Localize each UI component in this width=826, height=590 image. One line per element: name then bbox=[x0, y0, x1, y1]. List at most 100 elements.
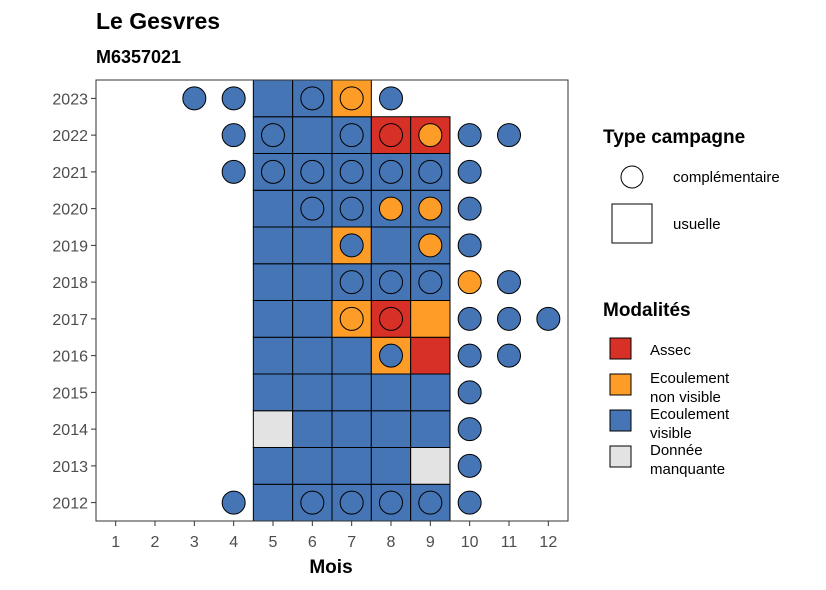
point-2022-10 bbox=[457, 123, 482, 148]
tile-2017-9 bbox=[410, 300, 451, 338]
point-2020-9 bbox=[418, 196, 443, 221]
tile-2018-9 bbox=[410, 263, 451, 301]
x-tick-label: 6 bbox=[308, 534, 317, 551]
y-tick-label: 2019 bbox=[52, 238, 88, 255]
point-2016-11 bbox=[497, 343, 521, 368]
point-2018-8 bbox=[379, 270, 403, 295]
x-tick-label: 1 bbox=[111, 534, 120, 551]
legend-label-0: Assec bbox=[650, 342, 691, 359]
point-2023-8 bbox=[379, 86, 403, 111]
x-tick-label: 5 bbox=[269, 534, 278, 551]
point-2012-9 bbox=[418, 490, 443, 515]
point-2023-3 bbox=[182, 86, 207, 111]
x-tick-label: 11 bbox=[501, 534, 518, 551]
tile-2015-6 bbox=[292, 373, 333, 412]
point-2019-7 bbox=[339, 233, 364, 258]
legend-circle-key bbox=[620, 165, 644, 189]
point-2021-9 bbox=[418, 159, 443, 184]
tile-2013-9 bbox=[410, 447, 451, 485]
plot-border bbox=[95, 79, 569, 522]
point-2018-9 bbox=[418, 270, 443, 295]
tile-2016-9 bbox=[410, 336, 451, 375]
tile-2016-7 bbox=[331, 336, 372, 375]
tile-2016-5 bbox=[252, 336, 294, 375]
tile-2013-7 bbox=[331, 447, 372, 485]
point-2022-5 bbox=[261, 123, 285, 148]
x-tick-label: 10 bbox=[461, 534, 479, 551]
x-tick-label: 12 bbox=[539, 534, 557, 551]
legend-key-2 bbox=[609, 409, 632, 432]
point-2022-11 bbox=[497, 123, 521, 148]
tile-2019-6 bbox=[292, 226, 333, 265]
tile-2014-8 bbox=[370, 410, 412, 448]
point-2012-7 bbox=[339, 490, 364, 515]
point-2017-11 bbox=[497, 306, 521, 331]
point-2023-4 bbox=[221, 86, 246, 111]
point-2018-11 bbox=[497, 270, 521, 295]
point-2018-7 bbox=[339, 270, 364, 295]
y-tick-label: 2023 bbox=[52, 91, 88, 108]
tile-2023-5 bbox=[252, 79, 294, 118]
point-2012-4 bbox=[221, 490, 246, 515]
tile-2018-5 bbox=[252, 263, 294, 301]
x-tick-label: 2 bbox=[151, 534, 160, 551]
point-2017-10 bbox=[457, 306, 482, 331]
tile-2013-6 bbox=[292, 447, 333, 485]
point-2021-8 bbox=[379, 159, 403, 184]
tile-2016-6 bbox=[292, 336, 333, 375]
tile-2019-5 bbox=[252, 226, 294, 265]
tile-2020-5 bbox=[252, 189, 294, 228]
point-2012-10 bbox=[457, 490, 482, 515]
point-2017-12 bbox=[536, 306, 561, 331]
tile-2015-5 bbox=[252, 373, 294, 412]
point-2012-6 bbox=[300, 490, 325, 515]
chart-subtitle: M6357021 bbox=[96, 47, 181, 67]
y-tick-label: 2013 bbox=[52, 459, 88, 476]
chart-title: Le Gesvres bbox=[96, 8, 220, 34]
point-2023-6 bbox=[300, 86, 325, 111]
point-2019-9 bbox=[418, 233, 443, 258]
legend-type-campagne: Type campagne complémentaire usuelle bbox=[603, 127, 780, 244]
y-tick-label: 2015 bbox=[52, 385, 88, 402]
complementaire-points bbox=[182, 86, 561, 515]
tile-2014-7 bbox=[331, 410, 372, 448]
y-tick-label: 2021 bbox=[52, 165, 88, 182]
x-axis: 1 2 3 4 5 6 7 8 9 10 11 12 bbox=[111, 521, 557, 551]
point-2017-8 bbox=[379, 306, 403, 331]
legend-key-3 bbox=[609, 445, 632, 468]
legend-type-title: Type campagne bbox=[603, 127, 745, 148]
legend-square-key bbox=[611, 203, 653, 244]
legend-label-1: non visible bbox=[650, 389, 721, 406]
legend-label-usuelle: usuelle bbox=[673, 216, 721, 233]
legend-label-2: visible bbox=[650, 425, 692, 442]
point-2013-10 bbox=[457, 453, 482, 478]
tile-2013-8 bbox=[370, 447, 412, 485]
point-2015-10 bbox=[457, 380, 482, 405]
point-2022-9 bbox=[418, 123, 443, 148]
point-2020-7 bbox=[339, 196, 364, 221]
y-tick-label: 2017 bbox=[52, 312, 88, 329]
tile-2022-6 bbox=[292, 116, 333, 154]
tile-2014-6 bbox=[292, 410, 333, 448]
legend-key-0 bbox=[609, 337, 632, 360]
point-2021-4 bbox=[221, 159, 246, 184]
point-2021-5 bbox=[261, 159, 285, 184]
point-2021-10 bbox=[457, 159, 482, 184]
tile-2012-5 bbox=[252, 483, 294, 522]
legend-label-3: Donnée bbox=[650, 442, 703, 459]
y-axis: 2012 2013 2014 2015 2016 2017 2018 2019 2020 2021… bbox=[52, 91, 96, 513]
y-tick-label: 2012 bbox=[52, 496, 88, 513]
x-tick-label: 7 bbox=[347, 534, 356, 551]
tile-2015-7 bbox=[331, 373, 372, 412]
tile-2014-9 bbox=[410, 410, 451, 448]
x-axis-title: Mois bbox=[309, 557, 352, 578]
legend-label-3: manquante bbox=[650, 461, 725, 478]
point-2019-10 bbox=[457, 233, 482, 258]
usuelle-tiles bbox=[252, 79, 451, 522]
x-tick-label: 4 bbox=[229, 534, 238, 551]
point-2020-10 bbox=[457, 196, 482, 221]
tile-2013-5 bbox=[252, 447, 294, 485]
tile-2014-5 bbox=[252, 410, 294, 448]
